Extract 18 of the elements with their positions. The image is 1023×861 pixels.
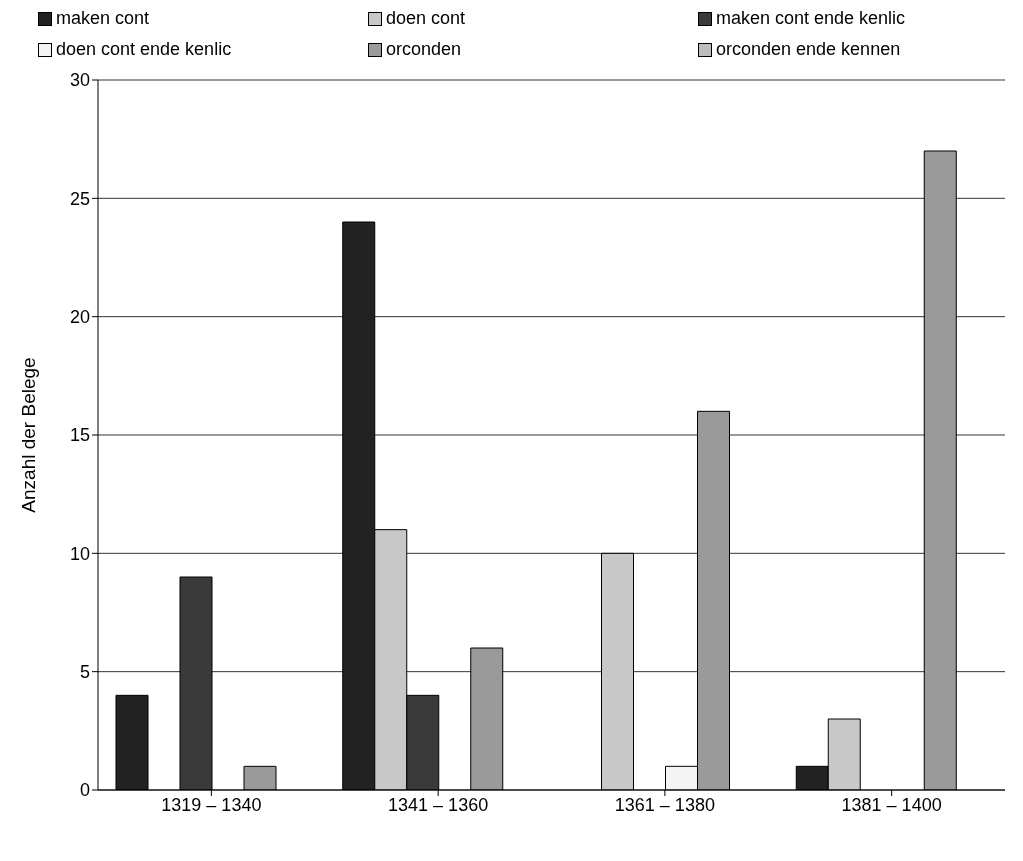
- x-tick-label: 1381 – 1400: [841, 794, 942, 815]
- y-tick-label: 30: [69, 70, 90, 91]
- legend-label: maken cont ende kenlic: [716, 8, 906, 29]
- y-tick-label: 20: [69, 307, 90, 328]
- legend-label: doen cont ende kenlic: [56, 39, 232, 60]
- x-tick-label: 1341 – 1360: [388, 794, 489, 815]
- legend-label: orconden: [386, 39, 462, 60]
- x-tick-label: 1361 – 1380: [614, 794, 715, 815]
- y-tick-label: 15: [69, 425, 90, 446]
- y-tick-label: 5: [79, 662, 90, 683]
- y-tick-label: 10: [69, 543, 90, 564]
- y-tick-label: 25: [69, 188, 90, 209]
- y-tick-label: 0: [79, 780, 90, 801]
- legend-label: doen cont: [386, 8, 466, 29]
- x-tick-label: 1319 – 1340: [161, 794, 262, 815]
- y-axis-title: Anzahl der Belege: [17, 357, 39, 513]
- legend-label: orconden ende kennen: [716, 39, 901, 60]
- legend-label: maken cont: [56, 8, 150, 29]
